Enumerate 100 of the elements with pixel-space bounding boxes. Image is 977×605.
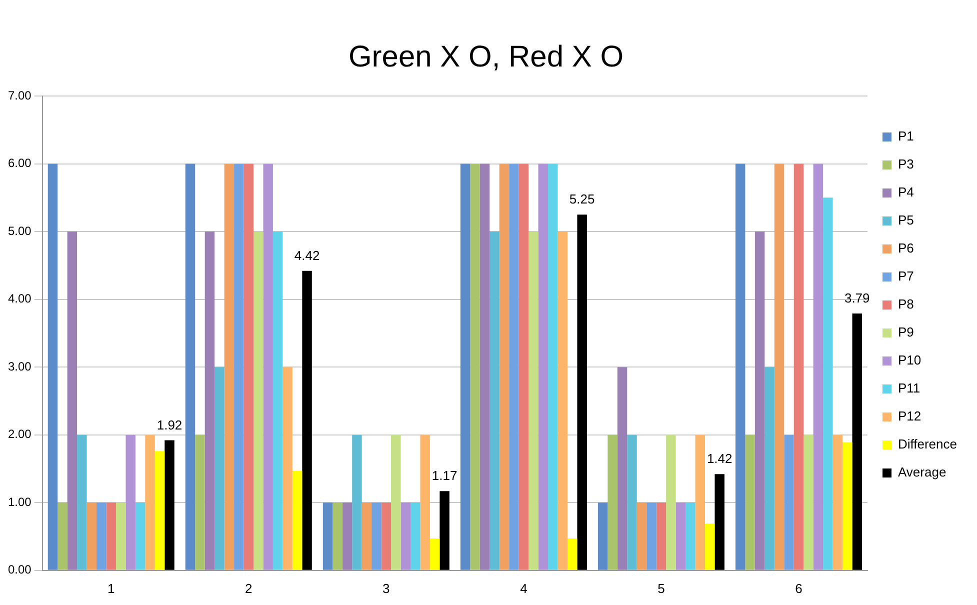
bar — [322, 502, 333, 570]
bar — [135, 502, 146, 570]
bar — [794, 164, 804, 570]
y-tick-label: 2.00 — [8, 427, 32, 442]
bar — [460, 164, 470, 570]
legend-label: P1 — [898, 128, 914, 144]
data-label: 1.92 — [156, 417, 182, 432]
bar — [154, 451, 165, 570]
bar — [430, 538, 440, 570]
bar — [705, 524, 715, 570]
bar — [292, 470, 302, 570]
bar — [842, 442, 852, 570]
bar — [195, 434, 205, 570]
bar — [598, 502, 608, 570]
legend-label: P8 — [898, 296, 914, 312]
bar — [804, 434, 814, 570]
bar — [548, 164, 558, 570]
data-label: 5.25 — [569, 192, 595, 207]
bar — [714, 474, 724, 570]
bar — [813, 164, 824, 570]
bar — [224, 164, 234, 570]
x-tick-label: 6 — [795, 580, 802, 596]
bar — [204, 232, 215, 570]
y-tick-label: 3.00 — [8, 359, 32, 374]
legend-label: Difference — [898, 436, 957, 452]
bar — [627, 434, 637, 570]
bar — [774, 164, 784, 570]
bar — [823, 198, 833, 570]
bar — [145, 434, 155, 570]
bar — [646, 502, 656, 570]
bar — [558, 232, 568, 570]
bar — [254, 232, 264, 570]
bar — [509, 164, 519, 570]
bar — [116, 502, 126, 570]
bar — [490, 232, 500, 570]
bar — [302, 270, 312, 570]
x-tick-label: 2 — [245, 580, 252, 596]
y-tick-label: 0.00 — [8, 562, 32, 577]
bar — [518, 164, 529, 570]
x-tick-label: 1 — [108, 580, 115, 596]
bar — [617, 367, 628, 570]
x-tick-label: 5 — [658, 580, 665, 596]
bar — [106, 502, 116, 570]
legend-label: P3 — [898, 156, 914, 172]
bar — [352, 434, 362, 570]
bar — [67, 232, 78, 570]
legend-label: P7 — [898, 268, 914, 284]
bar — [470, 164, 480, 570]
bar — [96, 502, 106, 570]
bar — [735, 164, 746, 570]
legend-label: P4 — [898, 184, 914, 200]
bar — [400, 502, 410, 570]
bar — [185, 164, 196, 570]
bar — [214, 367, 224, 570]
legend-label: P11 — [898, 380, 920, 396]
bar — [86, 502, 97, 570]
bar — [538, 164, 548, 570]
bar — [282, 367, 292, 570]
bar — [608, 434, 618, 570]
data-label: 3.79 — [844, 290, 870, 306]
bar — [656, 502, 666, 570]
bar — [48, 164, 58, 570]
data-label: 1.17 — [432, 468, 458, 484]
bar — [77, 434, 87, 570]
bar — [420, 434, 430, 570]
y-tick-label: 4.00 — [8, 292, 32, 306]
bar — [234, 164, 244, 570]
bar — [754, 232, 765, 570]
bar — [410, 502, 420, 570]
legend-label: P9 — [898, 324, 914, 340]
bar — [567, 538, 578, 570]
bar — [272, 232, 283, 570]
bar — [332, 502, 342, 570]
bar — [666, 434, 676, 570]
legend-label: P12 — [898, 408, 922, 424]
bar — [577, 214, 587, 570]
y-tick-label: 1.00 — [8, 494, 32, 509]
x-tick-label: 4 — [520, 580, 528, 596]
bar — [244, 164, 254, 570]
bar — [745, 434, 755, 570]
bar — [480, 164, 490, 570]
bar — [342, 502, 352, 570]
bar — [676, 502, 686, 570]
data-label: 4.42 — [294, 248, 320, 263]
bar — [528, 232, 538, 570]
bar — [58, 502, 68, 570]
bar — [164, 440, 174, 570]
bar — [499, 164, 510, 570]
y-tick-label: 5.00 — [8, 224, 32, 238]
y-tick-label: 6.00 — [8, 156, 32, 170]
bar — [362, 502, 372, 570]
bar — [126, 434, 136, 570]
bar — [832, 434, 843, 570]
legend-label: P10 — [898, 352, 922, 368]
legend-label: P6 — [898, 240, 914, 256]
bar — [440, 491, 450, 570]
legend-label: P5 — [898, 212, 914, 228]
data-label: 1.42 — [706, 451, 732, 466]
bar — [764, 367, 774, 570]
bar — [381, 502, 392, 570]
